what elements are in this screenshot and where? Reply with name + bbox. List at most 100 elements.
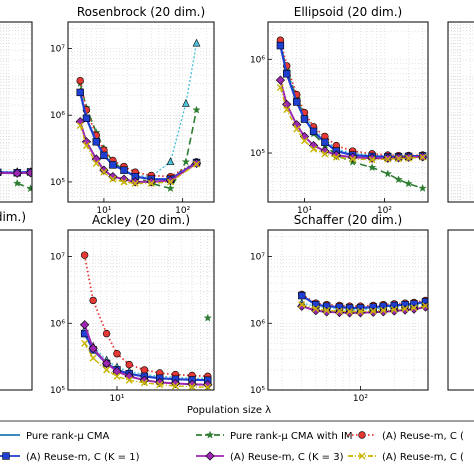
legend-entry: (A) Reuse-m, C ( (348, 452, 464, 463)
series (298, 301, 428, 316)
panel-frame-partial (447, 229, 474, 391)
marker-x (332, 153, 340, 161)
marker-diamond (12, 168, 22, 178)
marker-x (76, 122, 84, 130)
marker-diamond (205, 451, 215, 461)
marker-x (81, 339, 89, 347)
marker-square (300, 115, 309, 123)
marker-circle (358, 431, 366, 439)
series (276, 84, 427, 164)
panel-grid (268, 22, 428, 202)
marker-x (188, 383, 196, 390)
series (81, 339, 212, 390)
marker-x (140, 379, 148, 387)
marker-square (2, 452, 10, 460)
panel: Schaffer (20 dim.) 10⁵ 10⁶ 10⁷ 10² (250, 213, 429, 404)
panel-title-partial-left-bottom: dim.) (0, 210, 26, 224)
legend-entry: Pure rank-μ CMA (0, 431, 110, 442)
marker-x (147, 179, 155, 187)
panel-title: Rosenbrock (20 dim.) (77, 5, 205, 19)
series-line (301, 304, 426, 313)
marker-star (383, 169, 392, 178)
marker-x (293, 125, 301, 133)
marker-star (13, 178, 22, 187)
marker-x (390, 306, 398, 314)
series-line (79, 121, 198, 183)
marker-diamond (275, 75, 286, 85)
x-axis-label: Population size λ (187, 405, 271, 416)
marker-x (312, 305, 320, 313)
marker-square (298, 291, 306, 300)
panel: Ackley (20 dim.) 10⁵ 10⁶ 10⁷ 10¹ (50, 213, 215, 404)
marker-square (92, 138, 100, 146)
series (276, 41, 427, 161)
marker-x (419, 153, 427, 161)
marker-circle (89, 296, 97, 305)
marker-diamond (187, 379, 197, 389)
legend: Pure rank-μ CMA Pure rank-μ CMA with IM (A… (0, 420, 474, 463)
series (76, 122, 201, 187)
marker-x (310, 145, 318, 153)
x-tick-label: 10² (175, 206, 190, 216)
marker-square (276, 41, 285, 50)
marker-diamond (88, 343, 98, 354)
marker-square (82, 114, 91, 122)
marker-diamond (101, 358, 112, 369)
panel-title: Schaffer (20 dim.) (294, 213, 402, 227)
series-line (279, 42, 423, 158)
marker-diamond (99, 165, 109, 175)
marker-square (309, 127, 318, 136)
x-tick-label: 10² (377, 206, 392, 216)
marker-x (193, 160, 201, 168)
series-line (279, 45, 423, 158)
legend-label: (A) Reuse-m, C (K = 3) (230, 452, 344, 463)
marker-x (410, 304, 418, 312)
series (203, 313, 212, 322)
marker-x (300, 137, 308, 145)
marker-star (181, 157, 191, 166)
marker-x (321, 150, 329, 158)
panel-grid (68, 22, 214, 202)
panel-grid (68, 230, 214, 390)
marker-x (131, 179, 139, 187)
marker-x (276, 84, 284, 91)
marker-x (89, 354, 97, 362)
marker-x (356, 308, 364, 316)
y-tick-label: 10⁶ (50, 111, 65, 121)
panel-frame (67, 229, 215, 391)
legend-label: (A) Reuse-m, C ( (382, 452, 464, 463)
y-tick-label: 10⁷ (50, 253, 65, 263)
marker-x (384, 155, 392, 163)
y-tick-label: 10⁷ (50, 45, 65, 55)
panel-frame (267, 21, 429, 203)
marker-star (367, 163, 377, 172)
series-line (79, 125, 197, 185)
panel-frame-partial (0, 229, 33, 391)
legend-entry: (A) Reuse-m, C (K = 1) (0, 452, 140, 463)
marker-square (283, 70, 291, 78)
panel-plot (0, 167, 32, 193)
marker-square (100, 151, 108, 160)
marker-x (368, 156, 376, 164)
marker-star (192, 105, 201, 114)
marker-x (103, 366, 111, 374)
y-tick-label: 10⁶ (50, 319, 65, 329)
panel: Ellipsoid (20 dim.) 10⁵ 10⁶ 10¹ 10² (250, 5, 429, 216)
panel-title: Ellipsoid (20 dim.) (294, 5, 402, 19)
series-line (83, 324, 208, 386)
marker-square (120, 166, 128, 174)
marker-x (346, 308, 354, 316)
series (13, 178, 32, 193)
legend-entry: (A) Reuse-m, C ( (348, 431, 464, 442)
panel (447, 21, 474, 203)
y-tick-label: 10⁷ (250, 253, 265, 263)
marker-x (82, 142, 90, 150)
marker-x (204, 383, 212, 390)
series-line (79, 92, 198, 181)
panel-title: Ackley (20 dim.) (92, 213, 190, 227)
marker-star (404, 179, 413, 188)
marker-circle (113, 349, 121, 358)
y-tick-label: 10⁵ (250, 149, 265, 159)
